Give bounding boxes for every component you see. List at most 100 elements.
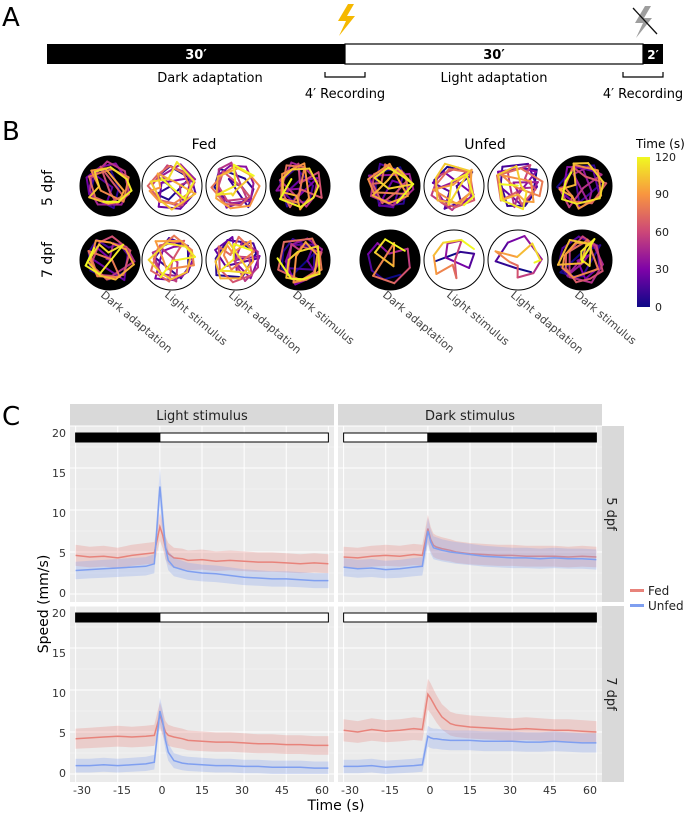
y-tick: 0 bbox=[59, 587, 66, 600]
strip-row-7dpf-label: 7 dpf bbox=[603, 677, 618, 711]
stimulus-bar-post bbox=[160, 433, 329, 442]
col-label: Dark stimulus bbox=[290, 288, 357, 347]
lightning-off-icon bbox=[633, 6, 657, 38]
light-adaptation-label: Light adaptation bbox=[441, 71, 548, 86]
x-tick: 30 bbox=[503, 784, 517, 797]
legend-swatch-unfed bbox=[630, 604, 644, 607]
lightning-icon bbox=[338, 4, 355, 36]
legend-swatch-fed bbox=[630, 589, 644, 592]
x-ticks-right: -30 -15 0 15 30 45 60 bbox=[341, 784, 597, 797]
y-tick: 20 bbox=[52, 427, 66, 440]
group-fed-title: Fed bbox=[192, 137, 217, 153]
y-ticks-bottom: 20 15 10 5 0 bbox=[52, 607, 66, 780]
x-tick: 15 bbox=[463, 784, 477, 797]
recording-bracket-2 bbox=[623, 72, 663, 77]
col-label: Dark stimulus bbox=[572, 288, 639, 347]
trajectory-well bbox=[552, 156, 612, 216]
row-label-5dpf: 5 dpf bbox=[40, 169, 56, 206]
x-tick: 45 bbox=[275, 784, 289, 797]
recording-label-1: 4′ Recording bbox=[305, 87, 385, 102]
trajectory-well bbox=[206, 230, 266, 290]
x-tick: -15 bbox=[381, 784, 399, 797]
trajectory-well bbox=[80, 230, 140, 290]
group-unfed-title: Unfed bbox=[464, 137, 506, 153]
trajectory-well bbox=[360, 230, 420, 290]
light-duration: 30′ bbox=[483, 48, 505, 63]
x-tick: 60 bbox=[315, 784, 329, 797]
colorbar-tick: 30 bbox=[655, 263, 669, 276]
dark-adaptation-label: Dark adaptation bbox=[157, 71, 262, 86]
plot-panel bbox=[338, 606, 602, 782]
trajectory-well bbox=[424, 230, 484, 290]
dark-duration: 30′ bbox=[185, 48, 207, 63]
y-tick: 15 bbox=[52, 647, 66, 660]
x-axis-title: Time (s) bbox=[307, 798, 365, 812]
y-tick: 10 bbox=[52, 507, 66, 520]
stimulus-bar-pre bbox=[76, 433, 160, 442]
stimulus-bar-post bbox=[428, 433, 597, 442]
plot-panel bbox=[70, 426, 334, 602]
legend-label-fed: Fed bbox=[648, 584, 669, 598]
trajectory-well bbox=[552, 230, 612, 290]
x-tick: -15 bbox=[113, 784, 131, 797]
x-ticks-left: -30 -15 0 15 30 45 60 bbox=[73, 784, 329, 797]
colorbar-tick: 0 bbox=[655, 301, 662, 314]
row-label-7dpf: 7 dpf bbox=[40, 241, 56, 278]
y-ticks-top: 20 15 10 5 0 bbox=[52, 427, 66, 600]
panel-c-label: C bbox=[2, 402, 20, 432]
panel-b-label: B bbox=[2, 117, 20, 147]
trajectory-well bbox=[360, 156, 420, 216]
trajectory-wells bbox=[80, 156, 612, 290]
col-label: Light stimulus bbox=[162, 288, 230, 348]
y-tick: 20 bbox=[52, 607, 66, 620]
x-tick: 0 bbox=[427, 784, 434, 797]
recording-bracket-1 bbox=[325, 72, 365, 77]
trajectory-well bbox=[142, 230, 202, 290]
colorbar-tick: 90 bbox=[655, 188, 669, 201]
panel-a-label: A bbox=[2, 3, 20, 33]
x-tick: 15 bbox=[195, 784, 209, 797]
x-tick: -30 bbox=[73, 784, 91, 797]
trajectory-well bbox=[80, 156, 140, 216]
trajectory-well bbox=[270, 230, 330, 290]
time-colorbar: Time (s) 120 90 60 30 0 bbox=[635, 137, 685, 314]
colorbar-tick: 60 bbox=[655, 226, 669, 239]
plot-panel bbox=[338, 426, 602, 602]
well-column-labels: Dark adaptation Light stimulus Light ada… bbox=[98, 288, 639, 356]
legend-label-unfed: Unfed bbox=[648, 599, 684, 613]
y-tick: 0 bbox=[59, 767, 66, 780]
protocol-timeline: 30′ 30′ 2′ bbox=[47, 44, 663, 64]
trajectory-well bbox=[488, 230, 548, 290]
colorbar-title: Time (s) bbox=[635, 137, 685, 151]
end-duration: 2′ bbox=[647, 48, 659, 62]
y-tick: 5 bbox=[59, 727, 66, 740]
strip-light-label: Light stimulus bbox=[156, 409, 248, 424]
trajectory-well bbox=[270, 156, 330, 216]
trajectory-well bbox=[142, 156, 202, 216]
strip-row-5dpf-label: 5 dpf bbox=[603, 497, 618, 531]
y-tick: 10 bbox=[52, 687, 66, 700]
col-label: Light stimulus bbox=[444, 288, 512, 348]
stimulus-bar-post bbox=[160, 613, 329, 622]
x-tick: -30 bbox=[341, 784, 359, 797]
stimulus-bar-pre bbox=[344, 433, 428, 442]
strip-dark-label: Dark stimulus bbox=[425, 409, 515, 424]
legend: Fed Unfed bbox=[630, 584, 684, 613]
stimulus-bar-pre bbox=[344, 613, 428, 622]
recording-label-2: 4′ Recording bbox=[603, 87, 683, 102]
y-tick: 5 bbox=[59, 547, 66, 560]
speed-plots bbox=[70, 426, 602, 782]
trajectory-well bbox=[424, 156, 484, 216]
plot-panel bbox=[70, 606, 334, 782]
stimulus-bar-post bbox=[428, 613, 597, 622]
colorbar-gradient bbox=[637, 157, 650, 307]
trajectory-well bbox=[206, 156, 266, 216]
y-axis-title: Speed (mm/s) bbox=[36, 555, 52, 654]
x-tick: 0 bbox=[159, 784, 166, 797]
y-tick: 15 bbox=[52, 467, 66, 480]
colorbar-tick: 120 bbox=[655, 151, 676, 164]
trajectory-well bbox=[488, 156, 548, 216]
x-tick: 30 bbox=[235, 784, 249, 797]
stimulus-bar-pre bbox=[76, 613, 160, 622]
